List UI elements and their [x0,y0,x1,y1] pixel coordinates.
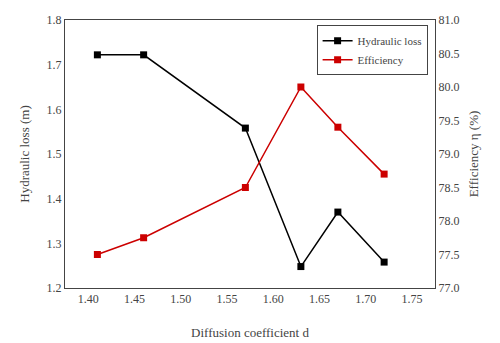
svg-text:Efficiency: Efficiency [358,54,404,66]
svg-text:1.55: 1.55 [216,292,237,306]
svg-text:Hydraulic loss: Hydraulic loss [358,35,422,47]
svg-text:Hydraulic loss (m): Hydraulic loss (m) [17,105,32,202]
svg-text:1.5: 1.5 [47,147,62,161]
svg-text:77.0: 77.0 [438,281,459,295]
svg-text:1.40: 1.40 [78,292,99,306]
svg-text:1.3: 1.3 [47,237,62,251]
svg-text:1.70: 1.70 [355,292,376,306]
svg-text:77.5: 77.5 [438,248,459,262]
svg-text:79.5: 79.5 [438,114,459,128]
svg-text:1.8: 1.8 [47,13,62,27]
svg-text:80.0: 80.0 [438,80,459,94]
svg-text:79.0: 79.0 [438,147,459,161]
svg-text:1.65: 1.65 [309,292,330,306]
svg-text:Diffusion coefficient d: Diffusion coefficient d [191,325,309,340]
svg-text:1.60: 1.60 [263,292,284,306]
svg-text:80.5: 80.5 [438,47,459,61]
svg-text:81.0: 81.0 [438,13,459,27]
svg-text:Efficiency η (%): Efficiency η (%) [466,111,481,198]
svg-text:78.5: 78.5 [438,181,459,195]
svg-text:1.75: 1.75 [401,292,422,306]
svg-text:78.0: 78.0 [438,214,459,228]
svg-text:1.6: 1.6 [47,103,62,117]
svg-text:1.45: 1.45 [124,292,145,306]
svg-text:1.2: 1.2 [47,281,62,295]
svg-text:1.50: 1.50 [170,292,191,306]
svg-text:1.4: 1.4 [47,192,62,206]
svg-text:1.7: 1.7 [47,58,62,72]
